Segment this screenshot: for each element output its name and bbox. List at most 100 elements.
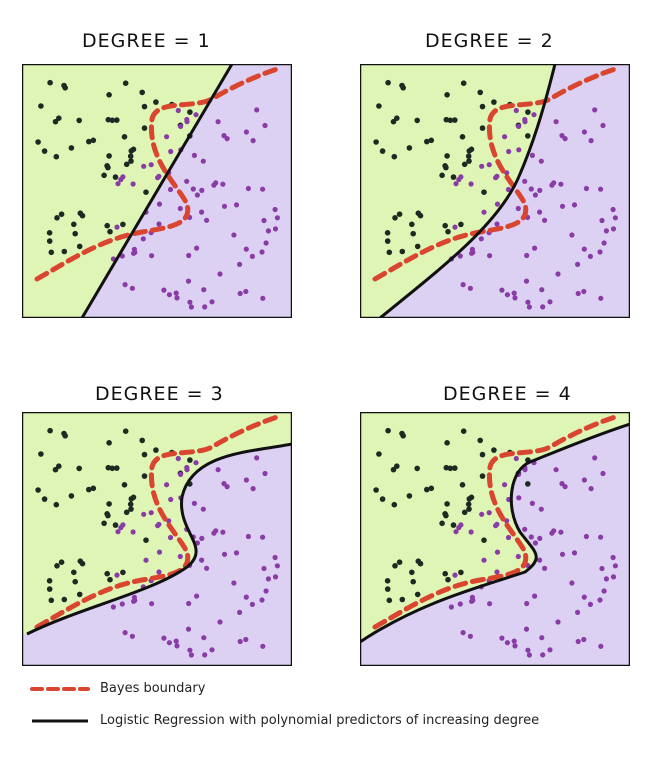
class-a-point: [35, 139, 41, 145]
class-a-point: [72, 579, 78, 585]
class-a-point: [47, 230, 53, 236]
panel-degree-1: [22, 64, 292, 318]
class-b-point: [141, 512, 146, 517]
class-b-point: [604, 576, 609, 581]
class-a-point: [61, 431, 67, 437]
class-b-point: [551, 180, 556, 185]
class-b-point: [539, 287, 544, 292]
class-a-point: [410, 231, 416, 237]
class-a-point: [76, 118, 82, 124]
class-b-point: [611, 226, 616, 231]
class-b-point: [149, 162, 154, 167]
class-b-point: [602, 240, 607, 245]
class-b-point: [260, 187, 265, 192]
class-b-point: [178, 206, 183, 211]
class-b-point: [178, 472, 183, 477]
class-b-point: [260, 535, 265, 540]
class-b-point: [600, 123, 605, 128]
class-b-point: [576, 291, 581, 296]
class-a-point: [143, 189, 149, 195]
class-b-point: [611, 574, 616, 579]
class-b-point: [131, 529, 136, 534]
class-b-point: [468, 634, 473, 639]
class-b-point: [529, 186, 534, 191]
class-a-point: [458, 222, 464, 228]
class-b-point: [243, 637, 248, 642]
class-b-point: [531, 112, 536, 117]
class-b-point: [195, 192, 200, 197]
class-b-point: [495, 550, 500, 555]
class-b-point: [512, 291, 517, 296]
class-a-point: [106, 92, 112, 98]
class-a-point: [42, 496, 48, 502]
class-b-point: [178, 554, 183, 559]
class-b-point: [244, 477, 249, 482]
class-a-point: [72, 231, 78, 237]
class-a-point: [442, 511, 448, 517]
class-a-point: [61, 83, 67, 89]
class-a-point: [480, 125, 486, 131]
class-b-point: [244, 247, 249, 252]
class-b-point: [516, 147, 521, 152]
class-a-point: [106, 153, 112, 159]
class-b-point: [192, 153, 197, 158]
logistic-boundary-label: Logistic Regression with polynomial pred…: [100, 713, 539, 728]
class-a-point: [477, 438, 483, 444]
class-b-point: [167, 292, 172, 297]
class-b-point: [547, 647, 552, 652]
class-b-point: [453, 529, 458, 534]
class-a-point: [415, 592, 421, 598]
class-a-point: [380, 148, 386, 154]
class-a-point: [387, 250, 393, 256]
class-b-point: [193, 460, 198, 465]
class-b-point: [452, 225, 457, 230]
class-b-point: [604, 228, 609, 233]
class-b-point: [209, 647, 214, 652]
class-a-point: [397, 211, 403, 217]
class-b-point: [469, 181, 474, 186]
class-a-point: [387, 598, 393, 604]
class-a-point: [448, 466, 454, 472]
class-b-point: [539, 507, 544, 512]
class-b-point: [186, 279, 191, 284]
class-b-point: [174, 639, 179, 644]
class-b-point: [130, 634, 135, 639]
class-b-point: [204, 566, 209, 571]
class-b-point: [481, 210, 486, 215]
class-b-point: [243, 289, 248, 294]
panel-degree-2: [360, 64, 630, 318]
class-b-point: [598, 644, 603, 649]
class-a-point: [392, 563, 398, 569]
class-b-point: [186, 627, 191, 632]
class-b-point: [187, 648, 192, 653]
class-b-point: [481, 558, 486, 563]
class-a-point: [451, 174, 457, 180]
class-b-point: [246, 186, 251, 191]
class-b-point: [529, 534, 534, 539]
class-b-point: [516, 554, 521, 559]
class-a-point: [460, 482, 466, 488]
class-a-point: [525, 109, 531, 115]
class-a-point: [38, 451, 44, 457]
class-b-point: [194, 246, 199, 251]
class-a-point: [424, 139, 430, 145]
class-a-point: [142, 452, 148, 458]
class-b-point: [530, 501, 535, 506]
class-b-point: [161, 288, 166, 293]
class-b-point: [193, 112, 198, 117]
class-b-point: [251, 138, 256, 143]
class-b-point: [191, 186, 196, 191]
class-a-point: [442, 571, 448, 577]
class-a-point: [469, 147, 475, 153]
class-a-point: [104, 163, 110, 169]
class-a-point: [62, 597, 68, 603]
class-b-point: [563, 136, 568, 141]
class-b-point: [588, 254, 593, 259]
class-b-point: [115, 181, 120, 186]
class-a-point: [122, 482, 128, 488]
class-a-point: [42, 148, 48, 154]
class-b-point: [542, 566, 547, 571]
class-b-point: [168, 497, 173, 502]
class-a-point: [424, 487, 430, 493]
class-b-point: [537, 188, 542, 193]
